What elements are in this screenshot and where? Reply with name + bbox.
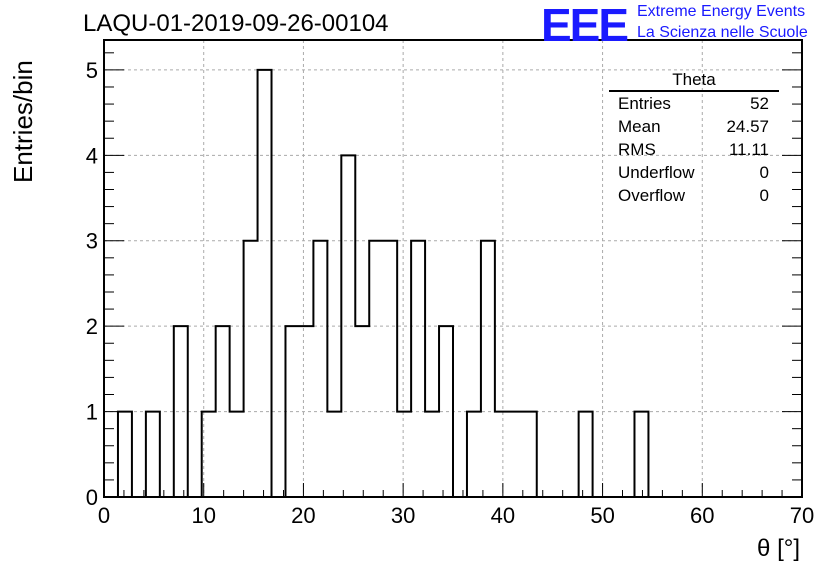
x-tick-label: 70 [790,503,814,528]
histogram-bin [146,412,160,497]
stats-row-underflow: Underflow 0 [609,161,779,184]
histogram-bin [174,326,188,497]
x-tick-label: 60 [690,503,714,528]
histogram-bin [425,412,439,497]
x-tick-label: 30 [391,503,415,528]
histogram-bin [299,326,313,497]
y-axis-label: Entries/bin [8,60,38,183]
plot-frame [103,39,803,498]
histogram-bin [509,412,523,497]
stats-row-entries: Entries 52 [609,92,779,115]
y-tick-label: 3 [86,229,98,254]
y-tick-label: 0 [86,485,98,510]
histogram-bin [118,412,132,497]
histogram-bin [244,241,258,497]
plot-title: LAQU-01-2019-09-26-00104 [83,10,389,37]
histogram-bin [369,241,383,497]
x-tick-label: 0 [98,503,110,528]
x-axis-label: θ [°] [757,535,800,562]
histogram-bin [467,412,481,497]
histogram-bin [230,412,244,497]
stats-box: Theta Entries 52 Mean 24.57 RMS 11.11 Un… [609,69,779,207]
histogram-bin [411,241,425,497]
stats-label: Underflow [618,163,695,182]
y-tick-label: 5 [86,58,98,83]
stats-title: Theta [609,69,779,92]
histogram-bin [383,241,397,497]
histogram-bin [481,241,495,497]
histogram-bin [579,412,593,497]
stats-value: 24.57 [726,117,769,136]
x-tick-label: 10 [191,503,215,528]
histogram-bin [258,70,272,497]
histogram-bin [634,412,648,497]
stats-row-mean: Mean 24.57 [609,115,779,138]
stats-label: Overflow [618,186,686,205]
histogram-bin [523,412,537,497]
histogram-bin [327,412,341,497]
histogram-bin [495,412,509,497]
x-tick-label: 50 [590,503,614,528]
stats-value: 0 [759,186,769,205]
logo-line-1: Extreme Energy Events [637,3,806,20]
x-tick-label: 40 [491,503,515,528]
x-tick-label: 20 [291,503,315,528]
histogram-series [104,68,802,498]
stats-value: 0 [759,163,769,182]
y-tick-label: 4 [86,143,98,168]
stats-row-rms: RMS 11.11 [609,138,779,161]
histogram-bin [341,155,355,497]
histogram-bin [397,412,411,497]
stats-label: Entries [618,94,671,113]
stats-row-overflow: Overflow 0 [609,184,779,207]
stats-value: 11.11 [728,140,769,159]
stats-value: 52 [750,94,769,113]
y-tick-label: 2 [86,314,98,339]
y-tick-label: 1 [86,400,98,425]
stats-label: RMS [618,140,656,159]
stats-label: Mean [618,117,661,136]
histogram-bin [216,326,230,497]
logo-line-2: La Scienza nelle Scuole [637,24,808,41]
eee-logo: EEE [541,0,629,51]
histogram-bin [313,241,327,497]
